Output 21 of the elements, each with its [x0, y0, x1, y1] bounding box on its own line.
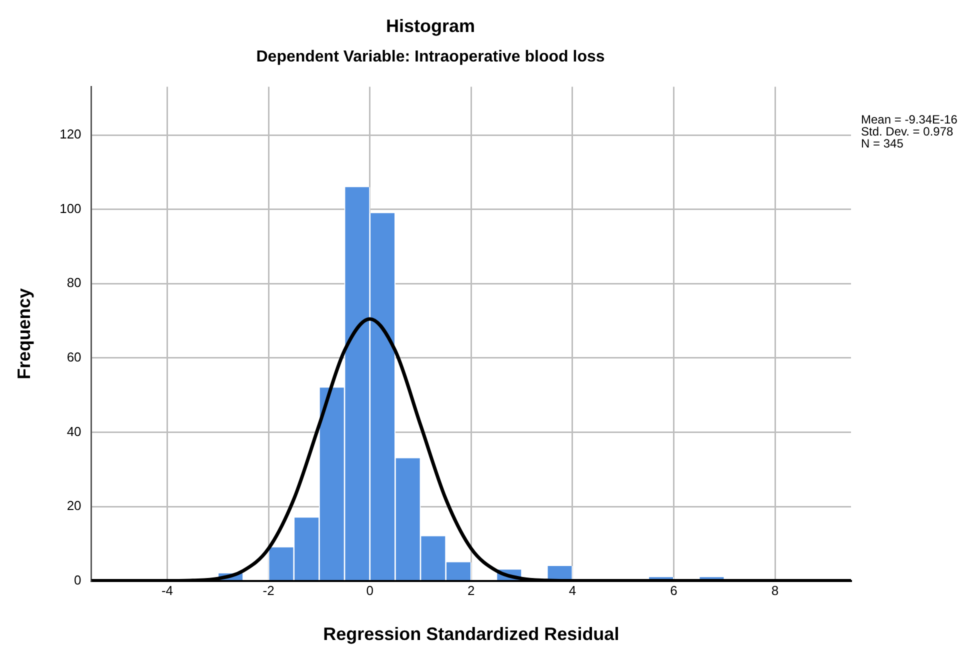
text: Std. Dev. = 0.978	[861, 124, 954, 138]
text: N = 345	[861, 136, 904, 150]
y-tick-label: 0	[74, 572, 82, 588]
chart-title: Histogram	[386, 16, 476, 36]
x-tick-label: 6	[670, 583, 678, 598]
chart-subtitle: Dependent Variable: Intraoperative blood loss	[256, 48, 605, 66]
x-axis-title: Regression Standardized Residual	[323, 624, 620, 644]
y-tick-label: 100	[60, 200, 82, 216]
y-axis-title: Frequency	[14, 288, 34, 380]
y-tick-label: 120	[60, 126, 82, 142]
y-tick-label: 20	[66, 498, 82, 514]
y-tick-label: 60	[66, 350, 82, 365]
y-tick-label: 40	[66, 424, 82, 439]
x-tick-label: -2	[262, 583, 274, 598]
x-tick-label: 0	[366, 583, 374, 598]
x-tick-label: 4	[568, 583, 576, 598]
x-tick-label: -4	[161, 583, 174, 598]
x-tick-label: 8	[771, 583, 779, 598]
text: Mean = -9.34E-16	[861, 112, 958, 126]
y-tick-label: 80	[66, 275, 82, 290]
x-tick-label: 2	[468, 583, 475, 598]
